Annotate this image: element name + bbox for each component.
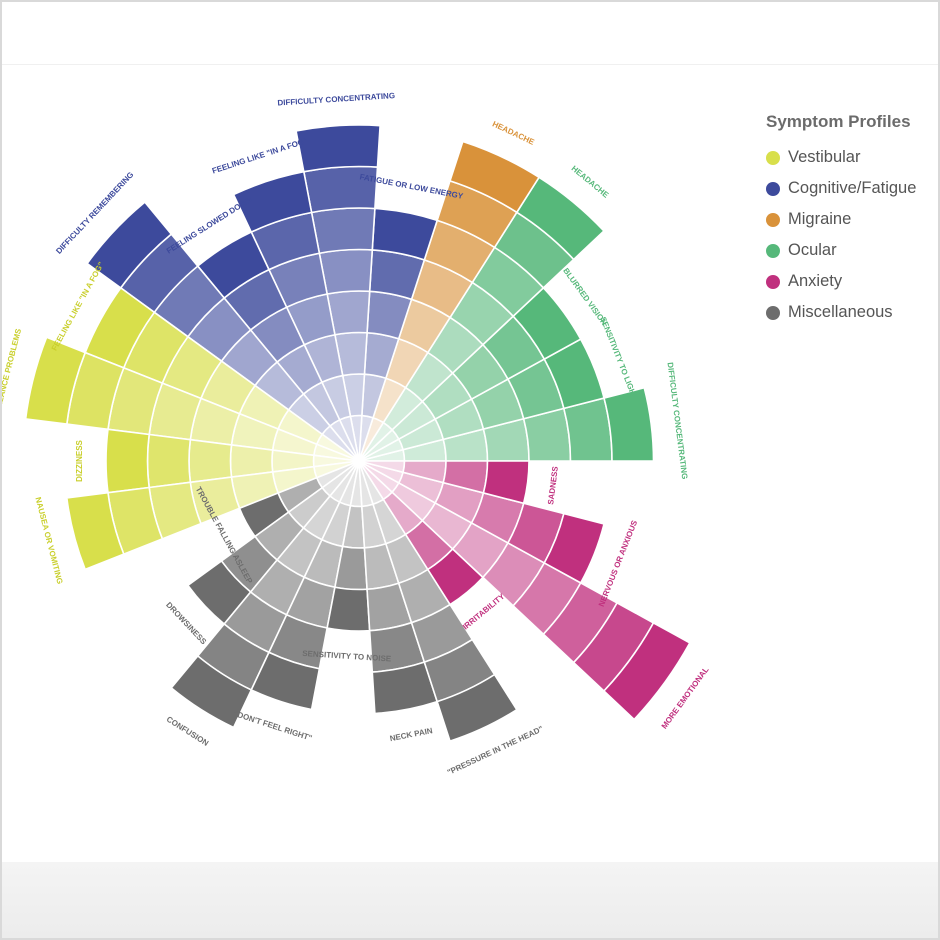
sector-more-emotional: [360, 461, 691, 721]
bar-segment: [196, 231, 271, 300]
symptom-label: IRRITABILITY: [461, 591, 507, 631]
sector-balance-problems: [24, 336, 357, 462]
bar-segment: [326, 586, 371, 632]
bar-segment: [84, 286, 156, 369]
sector-blurred-vision: [360, 286, 582, 461]
symptom-label: NERVOUS OR ANXIOUS: [597, 519, 639, 608]
bar-segment: [86, 200, 173, 290]
legend-label: Vestibular: [788, 148, 861, 166]
legend: Symptom Profiles Vestibular Cognitive/Fa…: [766, 112, 936, 328]
symptom-label: "DON'T FEEL RIGHT": [233, 709, 314, 743]
bar-segment: [543, 338, 606, 410]
bar-segment: [186, 559, 252, 626]
sector-trouble-falling-asleep: [238, 461, 357, 538]
symptom-label: SENSITIVITY TO LIGHT: [598, 316, 639, 401]
bar-segment: [603, 386, 655, 462]
bar-segment: [232, 170, 313, 234]
sector-sensitivity-to-light: [361, 338, 606, 461]
bar-segment: [602, 621, 691, 721]
bar-segment: [512, 286, 582, 361]
sector-fatigue-or-low-energy: [358, 207, 439, 459]
sector-headache: [359, 140, 541, 459]
sector-headache: [360, 176, 606, 460]
bar-segment: [105, 428, 151, 494]
bar-segment: [426, 547, 485, 606]
sector-sensitivity-to-noise: [326, 463, 371, 632]
bar-segment: [310, 207, 376, 255]
wedge-layer: [24, 124, 691, 743]
sector-don-t-feel-right: [250, 463, 360, 711]
symptom-label: FEELING LIKE "IN A FOG": [211, 136, 309, 175]
legend-swatch-migraine: [766, 212, 780, 227]
symptom-label: DROWSINESS: [164, 600, 208, 646]
legend-label: Ocular: [788, 241, 837, 259]
bar-segment: [371, 661, 439, 715]
bar-segment: [515, 176, 606, 261]
bar-segment: [24, 336, 87, 425]
bar-segment: [188, 438, 233, 484]
bottom-band: [2, 862, 938, 938]
legend-swatch-anxiety: [766, 274, 780, 289]
bar-segment: [318, 248, 374, 295]
legend-swatch-miscellaneous: [766, 305, 780, 320]
sector-irritability: [360, 462, 485, 606]
bar-segment: [482, 460, 530, 505]
legend-swatch-cognitive-fatigue: [766, 181, 780, 196]
symptom-label: HEADACHE: [491, 119, 536, 147]
legend-label: Anxiety: [788, 272, 843, 290]
sector-difficulty-concentrating: [361, 386, 655, 462]
legend-swatch-ocular: [766, 243, 780, 258]
sector-difficulty-concentrating: [295, 124, 381, 459]
symptom-label: SADNESS: [546, 465, 560, 505]
top-band: [2, 2, 938, 65]
bar-segment: [543, 512, 606, 584]
bar-segment: [436, 673, 518, 743]
sector-drowsiness: [186, 462, 358, 626]
legend-label: Cognitive/Fatigue: [788, 179, 917, 197]
symptom-label: CONFUSION: [165, 715, 211, 748]
symptom-label: NECK PAIN: [389, 726, 434, 743]
legend-item-migraine: Migraine: [766, 204, 936, 235]
sector-feeling-slowed-down: [196, 231, 359, 460]
sector-feeling-like-in-a-fog: [232, 170, 360, 459]
symptom-label: DIZZINESS: [75, 439, 84, 481]
legend-swatch-vestibular: [766, 150, 780, 165]
legend-title: Symptom Profiles: [766, 112, 911, 131]
legend-label: Miscellaneous: [788, 303, 893, 321]
bar-segment: [238, 491, 290, 538]
sector-dizziness: [105, 428, 356, 494]
legend-item-miscellaneous: Miscellaneous: [766, 297, 936, 328]
sector-nervous-or-anxious: [361, 461, 606, 584]
symptom-label: BALANCE PROBLEMS: [2, 327, 23, 414]
bar-segment: [250, 651, 321, 711]
bar-segment: [170, 654, 253, 729]
legend-item-vestibular: Vestibular: [766, 142, 936, 173]
legend-label: Migraine: [788, 210, 852, 228]
bar-segment: [146, 433, 192, 489]
sector-nausea-or-vomiting: [65, 460, 357, 571]
sector-difficulty-remembering: [86, 200, 358, 460]
bar-segment: [295, 124, 381, 173]
legend-item-anxiety: Anxiety: [766, 266, 936, 297]
bar-segment: [65, 491, 125, 571]
legend-item-ocular: Ocular: [766, 235, 936, 266]
sector-sadness: [361, 460, 530, 505]
bar-segment: [371, 207, 439, 261]
bar-segment: [448, 140, 541, 214]
symptom-label: NAUSEA OR VOMITING: [33, 496, 64, 585]
sector-pressure-in-the-head: [359, 463, 518, 743]
symptom-label: DIFFICULTY CONCENTRATING: [277, 91, 395, 107]
symptom-label: DIFFICULTY CONCENTRATING: [666, 362, 690, 480]
symptom-label: HEADACHE: [570, 164, 611, 200]
sector-confusion: [170, 462, 359, 729]
bar-segment: [562, 397, 613, 462]
legend-item-cognitive-fatigue: Cognitive/Fatigue: [766, 173, 936, 204]
